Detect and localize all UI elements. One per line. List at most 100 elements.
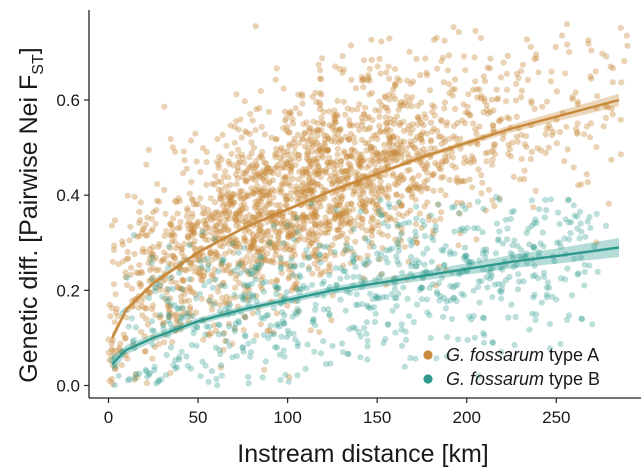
data-point-a	[173, 198, 180, 206]
data-point-a	[272, 154, 279, 161]
data-point-a	[386, 138, 394, 145]
data-point-a	[438, 118, 445, 125]
data-point-a	[464, 109, 471, 116]
data-point-a	[490, 141, 497, 148]
data-point-a	[369, 176, 376, 183]
data-point-a	[390, 141, 397, 148]
data-point-b	[152, 284, 159, 291]
data-point-a	[276, 185, 283, 192]
data-point-a	[250, 237, 257, 245]
data-point-a	[146, 277, 153, 285]
data-point-b	[288, 256, 295, 263]
data-point-a	[261, 131, 268, 138]
data-point-a	[337, 220, 344, 227]
data-point-b	[421, 222, 428, 229]
data-point-a	[335, 178, 342, 185]
data-point-a	[279, 222, 286, 229]
data-point-a	[175, 195, 182, 202]
data-point-a	[234, 167, 242, 174]
data-point-a	[409, 94, 416, 101]
data-point-b	[563, 316, 571, 323]
data-point-a	[369, 157, 376, 165]
data-point-a	[367, 218, 375, 226]
data-point-a	[285, 275, 292, 282]
data-point-a	[352, 169, 359, 176]
data-point-a	[144, 321, 152, 328]
data-point-a	[398, 142, 405, 149]
data-point-b	[274, 284, 281, 291]
data-point-a	[392, 96, 399, 103]
data-point-a	[259, 273, 266, 280]
data-point-b	[358, 278, 365, 286]
data-point-b	[400, 284, 407, 291]
data-point-b	[205, 324, 213, 331]
data-point-a	[295, 176, 302, 183]
data-point-a	[377, 128, 384, 135]
data-point-a	[493, 86, 500, 93]
data-point-a	[181, 253, 188, 260]
data-point-a	[273, 220, 280, 227]
data-point-a	[406, 48, 413, 55]
data-point-a	[425, 216, 433, 223]
data-point-a	[417, 72, 424, 79]
data-point-b	[241, 291, 248, 299]
data-point-a	[374, 136, 381, 143]
data-point-b	[172, 365, 179, 372]
data-point-b	[170, 362, 177, 369]
data-point-b	[126, 376, 133, 383]
data-point-b	[367, 305, 374, 312]
data-point-a	[517, 68, 525, 75]
data-point-a	[200, 204, 207, 211]
data-point-a	[468, 153, 476, 160]
data-point-a	[251, 204, 258, 211]
data-point-a	[406, 122, 413, 129]
data-point-a	[374, 219, 381, 226]
data-point-a	[317, 271, 324, 279]
data-point-a	[145, 290, 152, 297]
data-point-b	[538, 299, 545, 306]
data-point-a	[552, 43, 559, 51]
data-point-a	[326, 208, 334, 215]
data-point-a	[312, 212, 320, 219]
data-point-a	[391, 152, 398, 159]
data-point-a	[472, 27, 479, 35]
data-point-b	[434, 265, 441, 272]
data-point-a	[226, 248, 233, 255]
data-point-a	[212, 251, 219, 258]
data-point-a	[169, 339, 176, 346]
data-point-b	[460, 292, 467, 299]
data-point-a	[245, 165, 252, 172]
data-point-a	[225, 300, 233, 307]
data-point-a	[292, 284, 299, 291]
data-point-a	[332, 63, 339, 70]
data-point-b	[173, 364, 180, 371]
data-point-a	[539, 103, 546, 110]
data-point-a	[375, 188, 382, 195]
data-point-a	[547, 78, 555, 85]
data-point-a	[356, 162, 363, 169]
data-point-b	[376, 295, 383, 302]
data-point-a	[339, 209, 346, 216]
data-point-a	[316, 255, 323, 262]
data-point-a	[310, 118, 317, 125]
data-point-a	[166, 313, 173, 321]
data-point-a	[323, 252, 330, 259]
data-point-b	[364, 337, 371, 344]
data-point-b	[234, 264, 241, 271]
data-point-a	[503, 70, 510, 77]
data-point-a	[339, 168, 346, 175]
data-point-b	[297, 274, 304, 281]
data-point-b	[492, 250, 500, 257]
data-point-a	[275, 233, 282, 240]
data-point-a	[429, 108, 436, 115]
data-point-a	[360, 76, 367, 83]
data-point-b	[502, 277, 509, 284]
data-point-a	[324, 226, 331, 233]
data-point-a	[206, 211, 213, 218]
data-point-a	[108, 222, 115, 229]
data-point-b	[190, 326, 198, 333]
data-point-a	[312, 208, 319, 215]
data-point-a	[583, 123, 591, 130]
data-point-b	[231, 267, 238, 274]
data-point-a	[314, 213, 321, 220]
